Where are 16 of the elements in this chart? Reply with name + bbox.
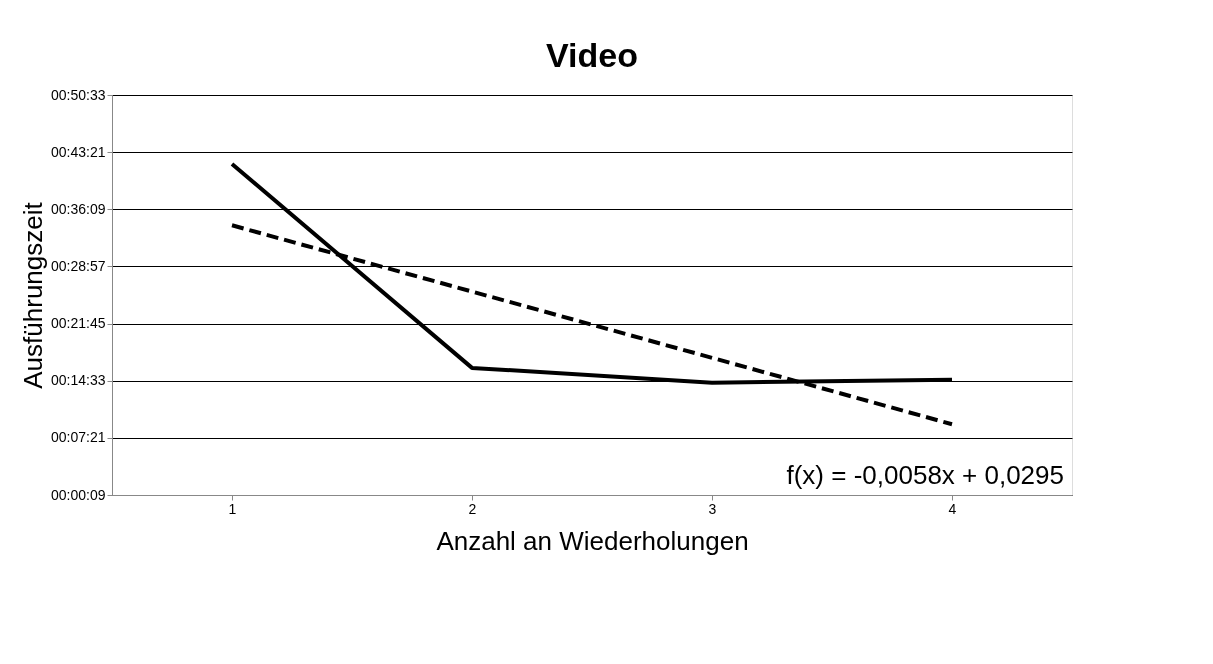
y-axis-title: Ausführungszeit <box>18 201 48 389</box>
y-tick-label: 00:28:57 <box>51 257 106 274</box>
x-tick-label: 3 <box>708 500 717 517</box>
x-tick-label: 1 <box>228 500 237 517</box>
y-tick-label: 00:14:33 <box>51 372 106 389</box>
y-tick-label: 00:21:45 <box>51 315 106 332</box>
y-tick-label: 00:07:21 <box>51 429 106 446</box>
y-tick-label: 00:43:21 <box>51 143 106 160</box>
annotation: f(x) = -0,0058x + 0,0295 <box>786 460 1064 490</box>
y-tick-label: 00:00:09 <box>51 486 106 503</box>
chart-title: Video <box>546 36 638 74</box>
x-tick-label: 4 <box>948 500 957 517</box>
x-axis-title: Anzahl an Wiederholungen <box>436 525 749 556</box>
y-tick-label: 00:50:33 <box>51 86 106 103</box>
y-tick-label: 00:36:09 <box>51 200 106 217</box>
x-tick-label: 2 <box>468 500 477 517</box>
